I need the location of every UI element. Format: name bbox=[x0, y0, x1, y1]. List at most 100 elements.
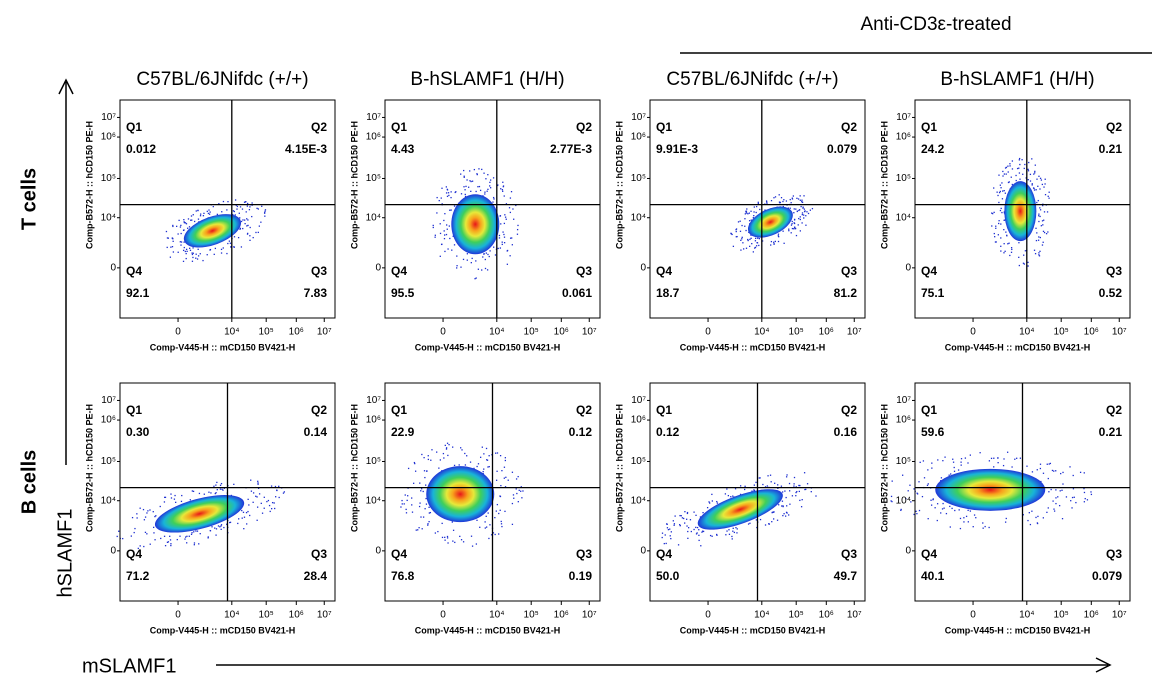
event-dot bbox=[261, 205, 263, 207]
event-dot bbox=[478, 185, 481, 188]
x-tick-label: 0 bbox=[970, 610, 976, 621]
event-dot bbox=[421, 528, 423, 530]
x-tick-label: 0 bbox=[175, 610, 181, 621]
event-dot bbox=[192, 247, 194, 249]
event-dot bbox=[1004, 192, 1006, 194]
x-label: Comp-V445-H :: mCD150 BV421-H bbox=[150, 342, 296, 352]
event-dot bbox=[444, 444, 446, 447]
event-dot bbox=[197, 255, 200, 257]
event-dot bbox=[764, 486, 767, 488]
event-dot bbox=[759, 208, 761, 211]
event-dot bbox=[1053, 508, 1055, 510]
quadrant-name: Q3 bbox=[841, 264, 857, 278]
event-dot bbox=[166, 541, 169, 543]
event-dot bbox=[1003, 458, 1005, 460]
event-dot bbox=[207, 212, 210, 215]
event-dot bbox=[180, 232, 182, 235]
event-dot bbox=[180, 244, 182, 246]
event-dot bbox=[1027, 168, 1029, 171]
event-dot bbox=[1019, 178, 1021, 180]
event-dot bbox=[244, 219, 246, 221]
event-dot bbox=[786, 505, 788, 507]
event-dot bbox=[447, 192, 450, 194]
event-dot bbox=[768, 523, 771, 525]
event-dot bbox=[982, 522, 984, 524]
event-dot bbox=[497, 247, 499, 250]
event-dot bbox=[793, 208, 795, 210]
event-dot bbox=[794, 226, 796, 229]
event-dot bbox=[1003, 243, 1005, 245]
event-dot bbox=[450, 209, 452, 211]
event-dot bbox=[1047, 231, 1049, 233]
event-dot bbox=[745, 211, 747, 213]
event-dot bbox=[1033, 249, 1036, 251]
event-dot bbox=[464, 189, 466, 191]
density-cloud bbox=[697, 489, 783, 530]
event-dot bbox=[483, 453, 485, 455]
event-dot bbox=[1042, 224, 1044, 226]
column-heading: C57BL/6JNifdc (+/+) bbox=[136, 69, 308, 90]
event-dot bbox=[997, 457, 999, 459]
event-dot bbox=[195, 253, 197, 255]
event-dot bbox=[447, 248, 449, 250]
event-dot bbox=[1027, 261, 1029, 264]
event-dot bbox=[699, 516, 702, 518]
event-dot bbox=[1059, 490, 1061, 492]
y-label: Comp-B572-H :: hCD150 PE-H bbox=[614, 404, 624, 532]
event-dot bbox=[1007, 171, 1009, 173]
event-dot bbox=[243, 516, 246, 518]
quadrant-percent: 18.7 bbox=[656, 286, 680, 300]
event-dot bbox=[1075, 501, 1077, 504]
event-dot bbox=[196, 258, 199, 260]
event-dot bbox=[425, 503, 428, 505]
event-dot bbox=[401, 503, 403, 505]
event-dot bbox=[758, 477, 760, 479]
event-dot bbox=[511, 244, 513, 246]
event-dot bbox=[695, 533, 698, 535]
event-dot bbox=[1008, 181, 1010, 183]
event-dot bbox=[1018, 264, 1021, 267]
event-dot bbox=[790, 232, 792, 234]
event-dot bbox=[1002, 190, 1004, 192]
event-dot bbox=[791, 495, 794, 497]
event-dot bbox=[443, 457, 445, 459]
event-dot bbox=[232, 210, 235, 212]
event-dot bbox=[967, 521, 969, 523]
event-dot bbox=[228, 240, 231, 242]
event-dot bbox=[702, 511, 704, 514]
event-dot bbox=[137, 547, 139, 550]
event-dot bbox=[474, 278, 476, 280]
event-dot bbox=[445, 192, 448, 194]
event-dot bbox=[445, 233, 448, 236]
plot-panel: Q1 4.43 Q2 2.77E-3 Q4 95.5 Q3 0.061 0 10⁴ 10⁵ 10⁶ 10… bbox=[349, 99, 601, 352]
event-dot bbox=[716, 534, 718, 536]
quadrant-percent: 0.12 bbox=[656, 425, 680, 439]
event-dot bbox=[965, 515, 968, 518]
event-dot bbox=[494, 254, 497, 256]
event-dot bbox=[1001, 211, 1003, 214]
event-dot bbox=[500, 223, 502, 225]
plot-frame bbox=[384, 99, 601, 319]
event-dot bbox=[1011, 183, 1013, 186]
event-dot bbox=[484, 191, 486, 193]
quadrant-name: Q4 bbox=[656, 547, 672, 561]
event-dot bbox=[445, 186, 448, 188]
event-dot bbox=[246, 205, 248, 207]
event-dot bbox=[783, 199, 785, 201]
event-dot bbox=[669, 528, 671, 530]
y-tick-label: 10⁷ bbox=[101, 395, 116, 406]
event-dot bbox=[1060, 472, 1062, 475]
x-tick-label: 10⁶ bbox=[1084, 327, 1099, 338]
event-dot bbox=[154, 539, 156, 541]
event-dot bbox=[471, 180, 474, 182]
event-dot bbox=[139, 545, 141, 547]
event-dot bbox=[165, 230, 168, 233]
event-dot bbox=[742, 248, 745, 250]
y-label: Comp-B572-H :: hCD150 PE-H bbox=[84, 404, 94, 532]
event-dot bbox=[792, 195, 795, 197]
event-dot bbox=[202, 215, 205, 217]
event-dot bbox=[511, 471, 514, 473]
event-dot bbox=[798, 209, 800, 212]
event-dot bbox=[241, 517, 243, 519]
event-dot bbox=[778, 194, 780, 196]
